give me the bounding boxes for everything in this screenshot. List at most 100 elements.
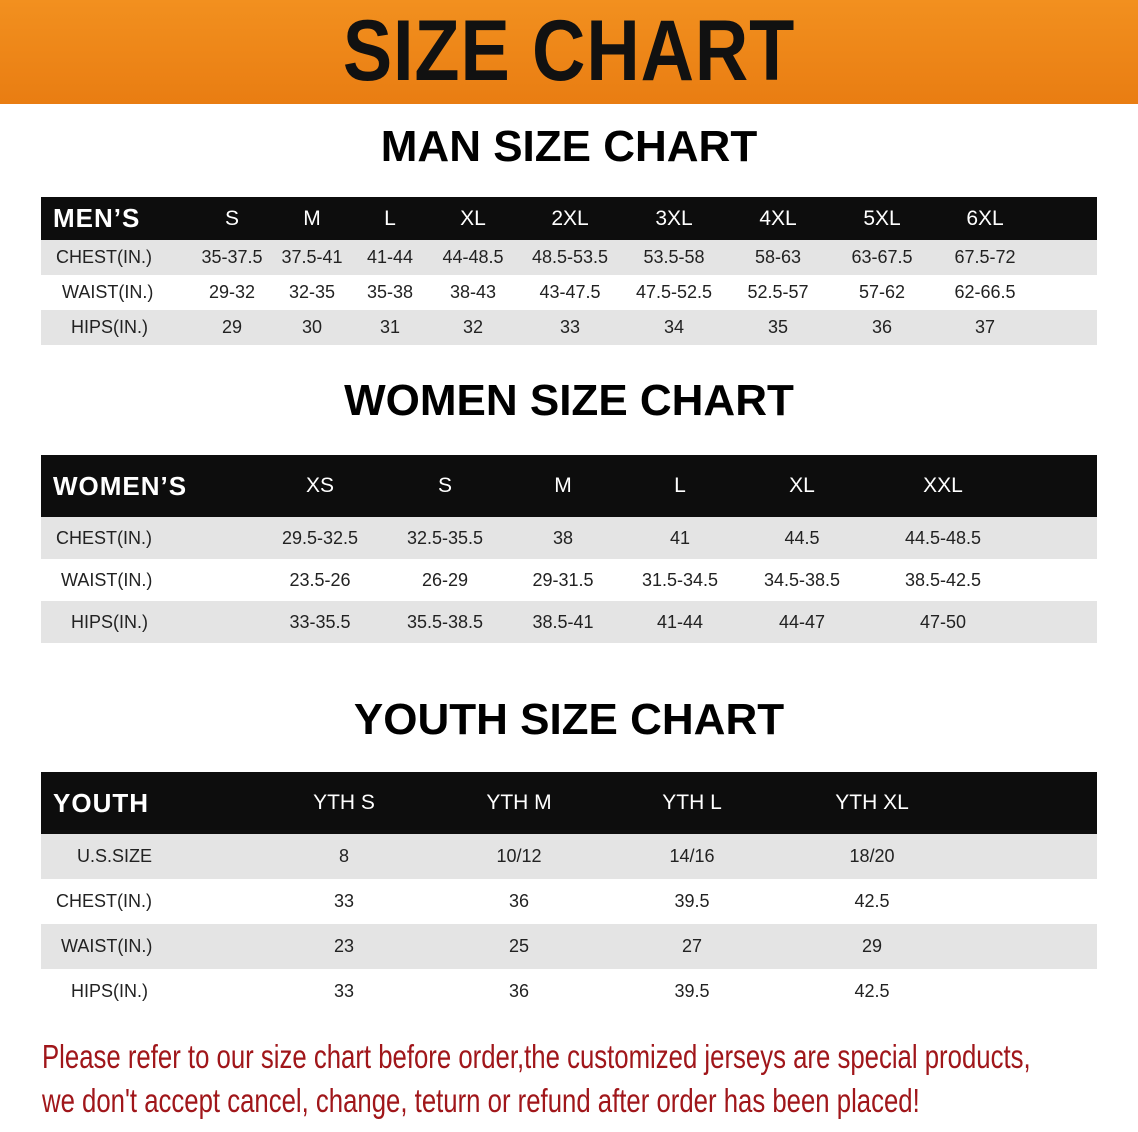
table-cell: 44-47	[778, 611, 826, 632]
table-cell: 41-44	[366, 247, 414, 267]
table-row: WAIST(IN.) 29-32 32-35 35-38 38-43 43-47.5 47.…	[41, 275, 1097, 310]
table-row: HIPS(IN.) 33-35.5 35.5-38.5 38.5-41 41-44 44-…	[41, 601, 1097, 643]
table-cell: 38.5-42.5	[904, 569, 982, 590]
table-cell: YTH S	[313, 791, 375, 814]
table-cell: 33	[333, 981, 355, 1001]
table-cell: 33-35.5	[289, 611, 351, 632]
table-cell: 23	[333, 936, 355, 956]
table-cell: 36	[508, 981, 530, 1001]
table-cell: 31	[379, 317, 401, 337]
table-header-row: WOMEN’S XS S M L XL XXL	[41, 455, 1097, 517]
row-label: HIPS(IN.)	[71, 611, 149, 632]
table-cell: 62-66.5	[954, 282, 1016, 302]
table-cell: 10/12	[496, 846, 542, 866]
youth-section-title: YOUTH SIZE CHART	[353, 695, 785, 744]
table-cell: 41-44	[656, 611, 704, 632]
table-cell: 6XL	[966, 206, 1004, 230]
table-row: U.S.SIZE 8 10/12 14/16 18/20	[41, 834, 1097, 879]
table-cell: 36	[871, 317, 893, 337]
table-cell: 58-63	[754, 247, 802, 267]
table-cell: 38-43	[449, 282, 497, 302]
table-cell: L	[674, 474, 686, 497]
table-cell: 34	[663, 317, 685, 337]
row-label: U.S.SIZE	[77, 846, 153, 866]
table-cell: XXL	[923, 474, 963, 497]
row-label: WAIST(IN.)	[61, 569, 153, 590]
row-label: CHEST(IN.)	[56, 247, 152, 267]
table-cell: 18/20	[849, 846, 895, 866]
table-cell: 29.5-32.5	[281, 527, 359, 548]
women-section-title: WOMEN SIZE CHART	[344, 376, 794, 425]
table-cell: 2XL	[551, 206, 589, 230]
row-label: MEN’S	[53, 203, 141, 233]
table-cell: M	[554, 474, 572, 497]
table-cell: 23.5-26	[289, 569, 351, 590]
table-cell: 30	[301, 317, 323, 337]
table-row: CHEST(IN.) 35-37.5 37.5-41 41-44 44-48.5 48.5…	[41, 240, 1097, 275]
policy-note-line-1: Please refer to our size chart before or…	[42, 1038, 1031, 1075]
table-header-row: YOUTH YTH S YTH M YTH L YTH XL	[41, 772, 1097, 834]
table-cell: 29	[861, 936, 883, 956]
row-label: HIPS(IN.)	[71, 317, 149, 337]
men-section-title: MAN SIZE CHART	[380, 122, 758, 171]
row-label: WAIST(IN.)	[61, 936, 153, 956]
table-cell: M	[303, 206, 321, 230]
table-cell: 4XL	[759, 206, 797, 230]
table-cell: 38	[552, 527, 574, 548]
table-cell: 44.5-48.5	[904, 527, 982, 548]
table-cell: XS	[305, 474, 334, 497]
table-cell: 27	[681, 936, 703, 956]
table-cell: 33	[559, 317, 581, 337]
table-cell: XL	[460, 206, 486, 230]
table-cell: 33	[333, 891, 355, 911]
table-cell: 26-29	[421, 569, 469, 590]
table-cell: S	[224, 206, 239, 230]
table-cell: 25	[508, 936, 530, 956]
table-cell: 35.5-38.5	[406, 611, 484, 632]
table-cell: 52.5-57	[747, 282, 809, 302]
table-cell: 35	[767, 317, 789, 337]
table-cell: 35-38	[366, 282, 414, 302]
table-cell: 57-62	[858, 282, 906, 302]
table-cell: 37	[974, 317, 996, 337]
table-row: CHEST(IN.) 29.5-32.5 32.5-35.5 38 41 44.5 44.5…	[41, 517, 1097, 559]
table-cell: 29-32	[208, 282, 256, 302]
table-cell: 32.5-35.5	[406, 527, 484, 548]
table-cell: 29	[221, 317, 243, 337]
table-cell: 36	[508, 891, 530, 911]
table-cell: 44.5	[784, 527, 820, 548]
table-cell: 32-35	[288, 282, 336, 302]
table-row: CHEST(IN.) 33 36 39.5 42.5	[41, 879, 1097, 924]
table-cell: 47.5-52.5	[635, 282, 713, 302]
table-cell: 39.5	[674, 981, 710, 1001]
table-cell: YTH XL	[835, 791, 909, 814]
policy-note-line-2: we don't accept cancel, change, teturn o…	[42, 1082, 920, 1119]
table-cell: 44-48.5	[442, 247, 504, 267]
table-cell: 43-47.5	[539, 282, 601, 302]
row-label: CHEST(IN.)	[56, 891, 152, 911]
table-cell: 29-31.5	[532, 569, 594, 590]
table-cell: 42.5	[854, 891, 890, 911]
table-cell: 47-50	[919, 611, 967, 632]
table-cell: 38.5-41	[532, 611, 594, 632]
table-cell: 67.5-72	[954, 247, 1016, 267]
table-row: WAIST(IN.) 23.5-26 26-29 29-31.5 31.5-34.5 34…	[41, 559, 1097, 601]
table-cell: 37.5-41	[281, 247, 343, 267]
table-row: HIPS(IN.) 33 36 39.5 42.5	[41, 969, 1097, 1014]
row-label: WOMEN’S	[53, 470, 188, 501]
row-label: CHEST(IN.)	[56, 527, 152, 548]
table-cell: 48.5-53.5	[531, 247, 609, 267]
table-cell: YTH L	[662, 791, 722, 814]
table-cell: 14/16	[669, 846, 715, 866]
table-cell: 35-37.5	[201, 247, 263, 267]
row-label: WAIST(IN.)	[62, 282, 154, 302]
row-label: YOUTH	[53, 787, 149, 818]
table-cell: 3XL	[655, 206, 693, 230]
table-cell: 31.5-34.5	[641, 569, 719, 590]
table-cell: 53.5-58	[643, 247, 705, 267]
table-row: WAIST(IN.) 23 25 27 29	[41, 924, 1097, 969]
table-cell: L	[384, 206, 396, 230]
table-cell: S	[437, 474, 452, 497]
row-label: HIPS(IN.)	[71, 981, 149, 1001]
table-cell: 41	[669, 527, 691, 548]
